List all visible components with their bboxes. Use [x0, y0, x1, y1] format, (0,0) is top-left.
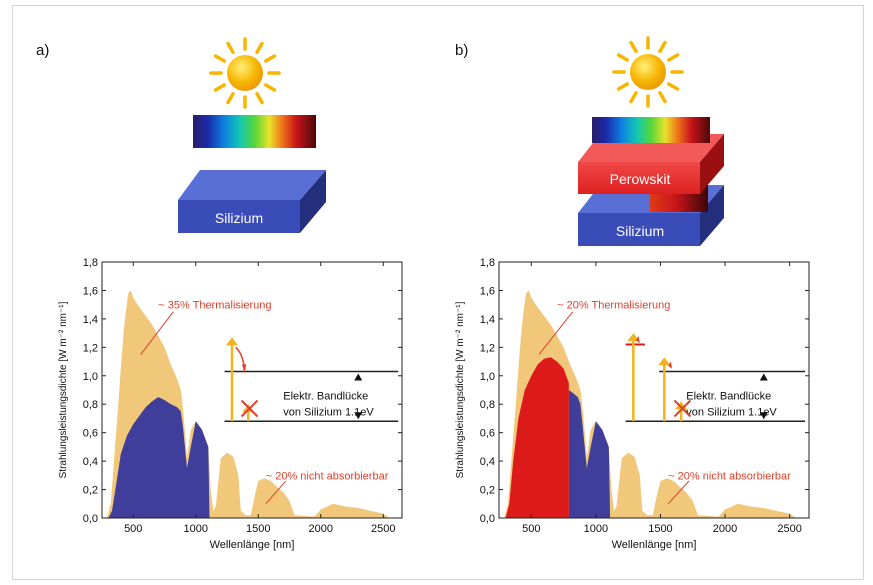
sun-ray: [213, 83, 226, 92]
y-tick-label: 1,4: [83, 314, 98, 326]
annotation-leader-not-absorbed: [265, 480, 287, 505]
sun-ray: [264, 83, 277, 92]
y-tick-label: 1,4: [480, 314, 495, 326]
x-tick-label: 500: [124, 523, 142, 535]
sun-icon-a: [209, 37, 281, 109]
sun-ray: [226, 41, 235, 54]
panel-label-b: b): [455, 42, 469, 59]
sun-ray: [629, 91, 638, 104]
y-tick-label: 0,0: [83, 513, 98, 525]
relax-arrowhead: [635, 335, 640, 344]
annotation-leader-not-absorbed: [667, 480, 690, 505]
y-tick-label: 0,6: [83, 428, 98, 440]
y-tick-label: 0,2: [83, 485, 98, 497]
y-tick-label: 0,4: [83, 456, 98, 468]
series-area-1: [108, 397, 210, 518]
y-tick-label: 1,2: [83, 342, 98, 354]
sun-ray: [667, 82, 680, 91]
x-tick-label: 1500: [648, 523, 672, 535]
silicon-block-a: [178, 170, 326, 233]
x-tick-label: 2000: [713, 523, 737, 535]
series-area-1: [568, 390, 611, 518]
x-axis-label: Wellenlänge [nm]: [612, 539, 697, 551]
sun-ray: [667, 53, 680, 62]
relax-arrowhead: [668, 361, 673, 369]
sun-ray: [658, 91, 667, 104]
annotation-thermalisation: ~ 35% Thermalisierung: [158, 300, 271, 312]
bandgap-label-2: von Silizium 1.1eV: [283, 406, 374, 418]
x-tick-label: 1000: [184, 523, 208, 535]
y-tick-label: 1,8: [83, 257, 98, 269]
relax-arrowhead: [242, 364, 247, 373]
block-label-perowskit-b: Perowskit: [610, 171, 671, 187]
annotation-leader-thermal: [140, 311, 174, 355]
panel-label-a: a): [36, 42, 50, 59]
sun-ray: [629, 40, 638, 53]
y-tick-label: 1,0: [480, 371, 495, 383]
bandgap-label-1: Elektr. Bandlücke: [283, 391, 368, 403]
x-tick-label: 2500: [777, 523, 801, 535]
sun-disc: [630, 54, 666, 90]
block-label-silizium-a: Silizium: [215, 210, 263, 226]
cross-mark: [240, 399, 259, 418]
sun-ray: [226, 92, 235, 105]
bandgap-label-2: von Silizium 1.1eV: [686, 406, 777, 418]
gap-arrow-up: [759, 373, 768, 381]
x-axis-label: Wellenlänge [nm]: [210, 539, 295, 551]
y-tick-label: 1,6: [83, 285, 98, 297]
y-tick-label: 1,8: [480, 257, 495, 269]
x-tick-label: 500: [522, 523, 540, 535]
sun-ray: [658, 40, 667, 53]
gap-arrow-down: [759, 412, 768, 420]
y-tick-label: 0,6: [480, 428, 495, 440]
sun-icon-b: [612, 36, 684, 108]
spectrum-bar-a: [193, 115, 316, 148]
sun-ray: [616, 82, 629, 91]
y-tick-label: 1,2: [480, 342, 495, 354]
chart-b: 0,0 0,2 0,4 0,6 0,8 1,0 1,2 1,4 1,6 1,8 500 1000 150…: [455, 257, 810, 551]
gap-arrow-down: [354, 412, 363, 420]
sun-ray: [616, 53, 629, 62]
block-label-silizium-b: Silizium: [616, 223, 664, 239]
gap-arrow-up: [354, 373, 363, 381]
x-tick-label: 1000: [584, 523, 608, 535]
y-axis-label: Strahlungsleistungsdichte [W m⁻² nm⁻¹]: [455, 301, 466, 478]
y-tick-label: 0,0: [480, 513, 495, 525]
cross-mark: [673, 399, 692, 418]
sun-ray: [255, 92, 264, 105]
x-tick-label: 2000: [309, 523, 333, 535]
y-tick-label: 0,8: [83, 399, 98, 411]
y-tick-label: 1,6: [480, 285, 495, 297]
spectrum-bar-b-upper: [592, 117, 710, 143]
bandgap-label-1: Elektr. Bandlücke: [686, 391, 771, 403]
sun-ray: [213, 54, 226, 63]
annotation-not-absorbed: ~ 20% nicht absorbierbar: [668, 470, 791, 482]
annotation-not-absorbed: ~ 20% nicht absorbierbar: [266, 470, 389, 482]
annotation-leader-thermal: [538, 311, 574, 355]
y-tick-label: 0,8: [480, 399, 495, 411]
y-axis-label: Strahlungsleistungsdichte [W m⁻² nm⁻¹]: [58, 301, 69, 478]
annotation-thermalisation: ~ 20% Thermalisierung: [557, 300, 670, 312]
photon-arrowhead: [627, 333, 640, 342]
photon-arrowhead: [658, 357, 671, 366]
sun-disc: [227, 55, 263, 91]
series-area-2: [505, 357, 569, 518]
chart-a: 0,0 0,2 0,4 0,6 0,8 1,0 1,2 1,4 1,6 1,8 500 1000 150…: [58, 257, 403, 551]
plot-frame: [498, 261, 810, 519]
y-tick-label: 1,0: [83, 371, 98, 383]
photon-arrowhead: [226, 337, 238, 346]
sun-ray: [255, 41, 264, 54]
y-tick-label: 0,2: [480, 485, 495, 497]
x-tick-label: 1500: [246, 523, 270, 535]
x-tick-label: 2500: [371, 523, 395, 535]
sun-ray: [264, 54, 277, 63]
y-tick-label: 0,4: [480, 456, 495, 468]
plot-frame: [101, 261, 403, 519]
